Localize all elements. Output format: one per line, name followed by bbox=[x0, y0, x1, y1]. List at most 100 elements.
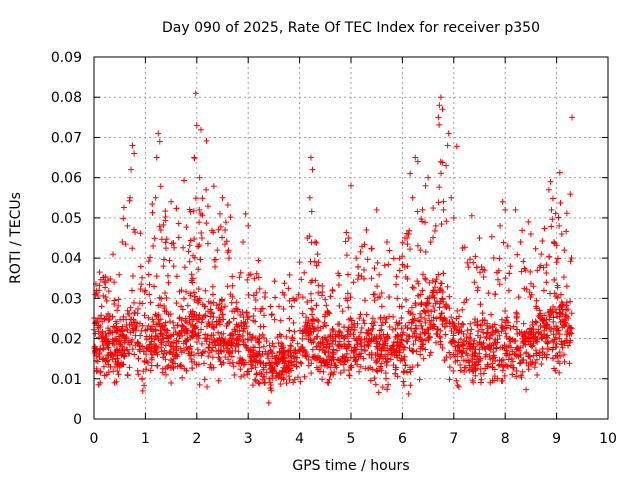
roti-point-2174 bbox=[376, 353, 383, 360]
roti-point-1664 bbox=[188, 348, 195, 355]
roti-point-443 bbox=[145, 258, 152, 265]
roti-point-1770 bbox=[308, 297, 315, 304]
roti-point-639 bbox=[360, 355, 367, 362]
roti-point-2039 bbox=[427, 349, 434, 356]
roti-point-1384 bbox=[335, 270, 342, 277]
roti-point-963 bbox=[495, 267, 502, 274]
roti-point-1209 bbox=[520, 320, 527, 327]
roti-point-1131 bbox=[155, 302, 162, 309]
roti-point-702 bbox=[178, 303, 185, 310]
roti-point-1116 bbox=[204, 332, 211, 339]
roti-point-2339 bbox=[530, 325, 537, 332]
roti-key-point-127 bbox=[481, 267, 488, 274]
roti-point-1236 bbox=[192, 195, 199, 202]
roti-point-2332 bbox=[468, 326, 475, 333]
roti-point-765 bbox=[386, 323, 393, 330]
roti-point-1400 bbox=[414, 208, 421, 215]
roti-point-757 bbox=[115, 371, 122, 378]
roti-point-502 bbox=[298, 360, 305, 367]
roti-point-998 bbox=[308, 208, 315, 215]
roti-key-point-119 bbox=[448, 194, 455, 201]
roti-point-1321 bbox=[111, 342, 118, 349]
roti-point-1877 bbox=[567, 258, 574, 265]
roti-point-2278 bbox=[472, 346, 479, 353]
roti-point-2490 bbox=[431, 294, 438, 301]
roti-point-786 bbox=[461, 369, 468, 376]
roti-key-point-46 bbox=[196, 206, 203, 213]
roti-point-195 bbox=[195, 266, 202, 273]
roti-key-point-12 bbox=[114, 307, 121, 314]
roti-point-1139 bbox=[354, 320, 361, 327]
y-tick-label-1: 0.01 bbox=[51, 372, 82, 388]
roti-point-2572 bbox=[272, 355, 279, 362]
roti-point-2292 bbox=[252, 318, 259, 325]
roti-point-1733 bbox=[256, 358, 263, 365]
roti-point-2307 bbox=[276, 369, 283, 376]
roti-key-point-34 bbox=[160, 335, 167, 342]
roti-point-2104 bbox=[374, 259, 381, 266]
roti-point-627 bbox=[105, 317, 112, 324]
roti-point-1729 bbox=[406, 246, 413, 253]
roti-point-859 bbox=[508, 355, 515, 362]
roti-point-1759 bbox=[202, 312, 209, 319]
roti-point-1912 bbox=[231, 372, 238, 379]
roti-point-1681 bbox=[186, 258, 193, 265]
roti-point-562 bbox=[416, 334, 423, 341]
roti-point-2127 bbox=[537, 310, 544, 317]
roti-point-1968 bbox=[531, 364, 538, 371]
roti-point-1580 bbox=[152, 344, 159, 351]
roti-point-475 bbox=[140, 368, 147, 375]
roti-point-1285 bbox=[211, 256, 218, 263]
roti-point-2277 bbox=[516, 360, 523, 367]
roti-point-1423 bbox=[150, 318, 157, 325]
roti-point-1546 bbox=[560, 351, 567, 358]
roti-point-2067 bbox=[412, 300, 419, 307]
roti-point-1571 bbox=[345, 304, 352, 311]
roti-point-1227 bbox=[256, 380, 263, 387]
roti-point-1226 bbox=[156, 320, 163, 327]
roti-point-1936 bbox=[406, 345, 413, 352]
roti-point-1885 bbox=[361, 320, 368, 327]
roti-key-point-30 bbox=[153, 154, 160, 161]
roti-point-1908 bbox=[371, 297, 378, 304]
roti-point-2455 bbox=[121, 350, 128, 357]
roti-key-point-9 bbox=[106, 327, 113, 334]
roti-point-758 bbox=[556, 314, 563, 321]
roti-point-2207 bbox=[260, 334, 267, 341]
roti-key-point-135 bbox=[512, 206, 519, 213]
roti-point-1765 bbox=[149, 316, 156, 323]
roti-point-897 bbox=[141, 312, 148, 319]
roti-point-2239 bbox=[446, 305, 453, 312]
roti-point-2262 bbox=[311, 335, 318, 342]
roti-point-2010 bbox=[549, 303, 556, 310]
roti-point-2025 bbox=[137, 230, 144, 237]
roti-point-2532 bbox=[126, 321, 133, 328]
roti-key-point-84 bbox=[342, 295, 349, 302]
roti-point-2285 bbox=[167, 348, 174, 355]
roti-point-2407 bbox=[411, 328, 418, 335]
roti-point-1607 bbox=[354, 276, 361, 283]
roti-point-1512 bbox=[459, 306, 466, 313]
roti-point-1255 bbox=[487, 356, 494, 363]
roti-key-point-66 bbox=[270, 343, 277, 350]
roti-point-1540 bbox=[235, 348, 242, 355]
roti-point-783 bbox=[529, 321, 536, 328]
roti-point-471 bbox=[498, 316, 505, 323]
roti-point-861 bbox=[378, 290, 385, 297]
roti-point-2324 bbox=[411, 330, 418, 337]
roti-point-1753 bbox=[139, 322, 146, 329]
roti-key-point-63 bbox=[255, 379, 262, 386]
roti-point-2229 bbox=[297, 378, 304, 385]
roti-point-1676 bbox=[483, 335, 490, 342]
roti-point-2583 bbox=[202, 335, 209, 342]
roti-point-1410 bbox=[487, 379, 494, 386]
roti-point-626 bbox=[249, 334, 256, 341]
roti-point-2077 bbox=[352, 358, 359, 365]
roti-point-2517 bbox=[148, 345, 155, 352]
data-points bbox=[91, 90, 576, 406]
roti-point-2182 bbox=[109, 329, 116, 336]
roti-point-1644 bbox=[166, 257, 173, 264]
roti-point-1146 bbox=[244, 330, 251, 337]
roti-point-2170 bbox=[151, 348, 158, 355]
roti-point-2501 bbox=[160, 256, 167, 263]
